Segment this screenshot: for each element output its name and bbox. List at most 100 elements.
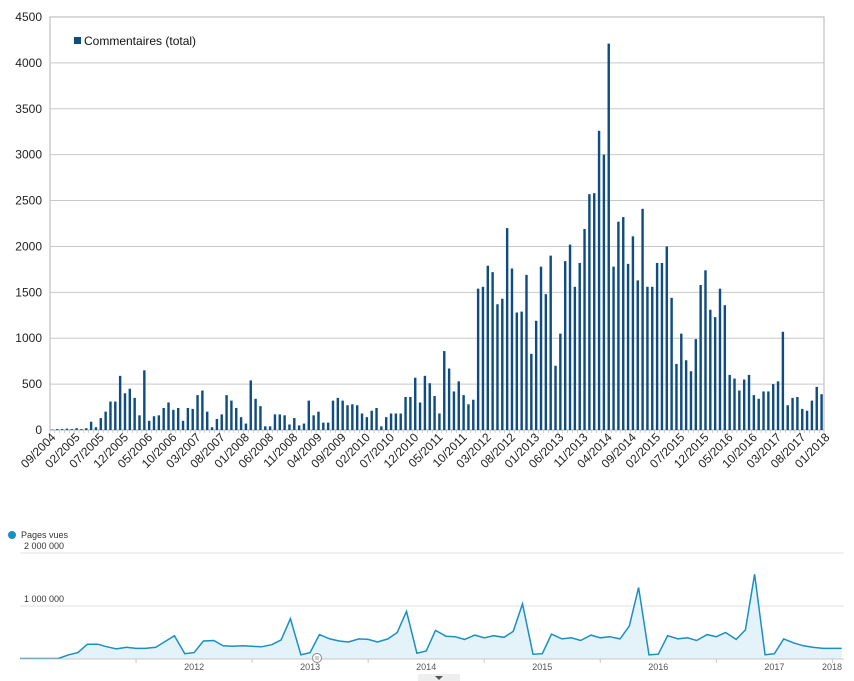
y-gridlines bbox=[50, 62, 824, 385]
bar bbox=[472, 399, 475, 430]
bar bbox=[515, 312, 519, 430]
bar bbox=[443, 351, 446, 430]
bar bbox=[70, 429, 73, 430]
y-tick-label: 3000 bbox=[15, 148, 42, 162]
area-fill bbox=[20, 574, 842, 659]
bar bbox=[235, 407, 238, 430]
bar bbox=[563, 261, 567, 430]
plot-background bbox=[49, 16, 825, 431]
bar bbox=[312, 415, 315, 430]
bar bbox=[346, 405, 349, 430]
bar bbox=[331, 400, 335, 430]
bar bbox=[351, 404, 354, 430]
bar bbox=[80, 429, 83, 430]
bar bbox=[360, 413, 364, 430]
bar bbox=[539, 266, 543, 430]
bar bbox=[776, 381, 780, 430]
bar bbox=[501, 298, 504, 430]
y-tick-label: 3500 bbox=[15, 102, 42, 116]
bar bbox=[805, 410, 809, 430]
legend: Commentaires (total) bbox=[74, 34, 196, 48]
bar bbox=[384, 417, 388, 430]
bar bbox=[365, 417, 369, 430]
bar bbox=[607, 43, 610, 431]
bar bbox=[597, 130, 601, 430]
bar bbox=[85, 428, 88, 430]
bar bbox=[568, 244, 572, 430]
bar bbox=[549, 255, 552, 430]
bar bbox=[181, 420, 185, 430]
legend: Pages vues bbox=[8, 530, 69, 540]
bar bbox=[573, 286, 577, 430]
bar bbox=[767, 391, 770, 430]
legend-dot bbox=[8, 531, 16, 539]
bar bbox=[670, 297, 673, 430]
y-tick-label: 2 000 000 bbox=[24, 541, 64, 551]
y-tick-labels: 2 000 000 1 000 000 bbox=[24, 541, 64, 604]
bar bbox=[225, 395, 228, 430]
y-tick-label: 1 000 000 bbox=[24, 594, 64, 604]
bar bbox=[336, 397, 340, 430]
bar bbox=[433, 396, 436, 430]
bar bbox=[655, 262, 659, 430]
bar bbox=[709, 309, 712, 430]
bar bbox=[152, 416, 156, 430]
bar bbox=[476, 288, 480, 430]
x-tick-label: 2016 bbox=[648, 662, 668, 672]
bar bbox=[118, 375, 122, 430]
comment-bubble-icon[interactable] bbox=[312, 653, 322, 663]
bar bbox=[452, 391, 456, 430]
scroll-handle[interactable] bbox=[418, 674, 460, 681]
bar bbox=[230, 400, 233, 430]
bar bbox=[447, 368, 451, 430]
bar bbox=[588, 194, 591, 430]
bar bbox=[56, 429, 59, 430]
bar bbox=[491, 272, 494, 430]
bar bbox=[583, 229, 586, 430]
bar bbox=[665, 246, 668, 430]
bar bbox=[617, 221, 620, 430]
bar bbox=[801, 408, 804, 430]
bar bbox=[771, 384, 775, 430]
bar bbox=[781, 331, 785, 430]
bar bbox=[423, 375, 427, 430]
bar bbox=[612, 266, 615, 430]
bar bbox=[109, 401, 112, 430]
x-tick-label: 2015 bbox=[532, 662, 552, 672]
bar bbox=[713, 317, 717, 430]
bar bbox=[268, 426, 272, 430]
bar bbox=[646, 286, 649, 430]
x-tick-label: 2018 bbox=[822, 662, 842, 672]
bar bbox=[273, 414, 277, 430]
bar bbox=[704, 270, 707, 430]
bar bbox=[786, 405, 789, 430]
bar bbox=[462, 395, 465, 430]
x-tick-labels: 09/200402/200507/200512/200505/200610/20… bbox=[18, 430, 833, 471]
bar bbox=[380, 426, 383, 430]
bar bbox=[302, 423, 306, 430]
bar bbox=[60, 429, 64, 430]
bar bbox=[341, 400, 344, 430]
bar bbox=[496, 304, 499, 430]
y-tick-label: 500 bbox=[22, 377, 42, 391]
bar bbox=[757, 398, 760, 430]
bar bbox=[75, 428, 78, 430]
bar bbox=[593, 193, 596, 430]
bar bbox=[796, 396, 799, 430]
bar bbox=[244, 423, 248, 430]
bar bbox=[206, 411, 209, 430]
chevron-down-icon[interactable] bbox=[435, 676, 443, 680]
bar bbox=[239, 417, 243, 430]
bar bbox=[65, 428, 69, 430]
bar bbox=[404, 396, 407, 430]
y-tick-label: 4000 bbox=[15, 56, 42, 70]
bar bbox=[457, 381, 460, 430]
bar bbox=[94, 427, 98, 430]
bar bbox=[138, 415, 141, 430]
bar bbox=[191, 408, 194, 430]
bar bbox=[438, 413, 441, 430]
bar bbox=[307, 400, 311, 430]
bar bbox=[641, 208, 644, 430]
bar bbox=[249, 380, 252, 430]
